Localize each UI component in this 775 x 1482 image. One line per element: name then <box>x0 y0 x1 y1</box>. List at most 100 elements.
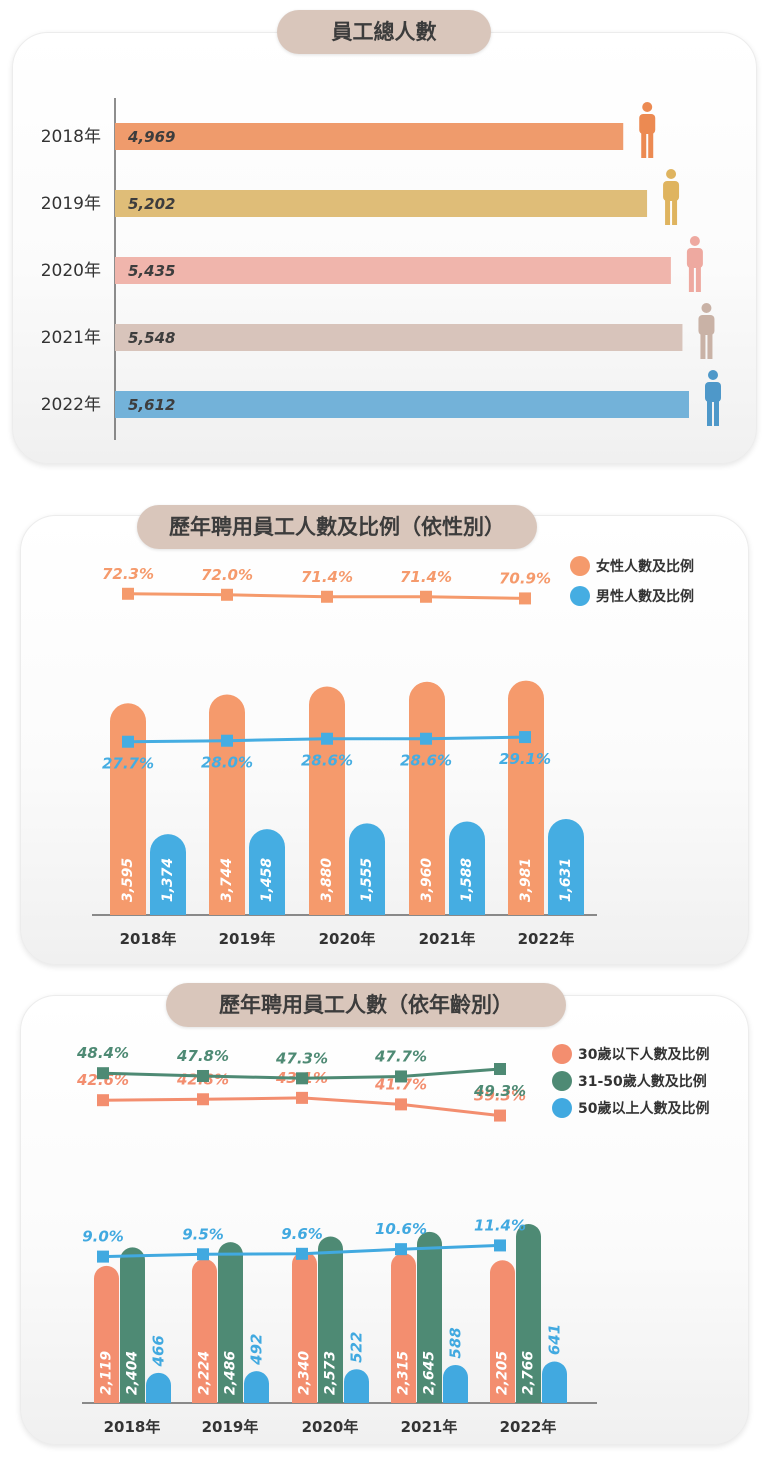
bar-value-label: 5,612 <box>128 396 175 414</box>
legend-label: 女性人數及比例 <box>596 558 694 575</box>
gender-chart-title: 歷年聘用員工人數及比例（依性別） <box>137 505 537 549</box>
age-31-50-bar <box>516 1224 541 1403</box>
total-bar <box>115 190 648 217</box>
total-employees-title: 員工總人數 <box>277 10 491 54</box>
female-bar <box>110 703 146 915</box>
x-tick-label: 2022年 <box>500 1418 557 1436</box>
ratio-label: 70.9% <box>499 569 551 587</box>
bar-value-label: 2,315 <box>396 1351 412 1396</box>
male-bar <box>150 834 186 915</box>
ratio-label: 42.6% <box>76 1071 129 1089</box>
age-chart-title: 歷年聘用員工人數（依年齡別） <box>166 983 566 1027</box>
ratio-label: 48.4% <box>76 1044 129 1062</box>
legend-marker <box>570 586 590 606</box>
year-label: 2021年 <box>41 328 101 348</box>
over-50-bar <box>443 1364 468 1403</box>
ratio-marker <box>321 732 333 745</box>
ratio-marker <box>296 1091 308 1104</box>
x-tick-label: 2018年 <box>104 1418 161 1436</box>
legend-marker <box>552 1071 572 1091</box>
over-50-bar <box>542 1361 567 1403</box>
bar-value-label: 3,981 <box>518 858 534 902</box>
legend-label: 30歲以下人數及比例 <box>578 1046 709 1063</box>
ratio-marker <box>420 732 432 745</box>
under-30-bar <box>490 1260 515 1403</box>
bar-value-label: 2,645 <box>422 1351 438 1396</box>
ratio-marker <box>221 588 233 601</box>
ratio-marker <box>296 1247 308 1260</box>
ratio-label: 39.3% <box>474 1087 526 1105</box>
bar-value-label: 492 <box>248 1334 266 1366</box>
bar-value-label: 4,969 <box>127 128 175 146</box>
x-tick-label: 2021年 <box>401 1418 458 1436</box>
ratio-marker <box>97 1094 109 1107</box>
bar-value-label: 2,340 <box>297 1351 313 1396</box>
male-bar <box>349 823 385 915</box>
x-tick-label: 2021年 <box>419 930 476 948</box>
bar-value-label: 3,595 <box>120 858 136 903</box>
ratio-marker <box>420 590 432 603</box>
female-bar <box>209 694 245 915</box>
bar-value-label: 588 <box>447 1327 465 1358</box>
ratio-marker <box>519 731 531 744</box>
ratio-marker <box>519 592 531 605</box>
ratio-label: 49.3% <box>473 1082 526 1100</box>
total-bar <box>115 123 624 150</box>
bar-value-label: 1,374 <box>160 858 176 902</box>
ratio-label: 27.7% <box>102 755 154 773</box>
bar-value-label: 5,548 <box>128 329 175 347</box>
ratio-marker <box>395 1243 407 1256</box>
total-employees-chart: 2018年 4,969 2019年 5,202 2020年 5,435 2021年 5,548… <box>41 98 721 440</box>
bar-value-label: 5,435 <box>128 262 175 280</box>
ratio-marker <box>494 1239 506 1252</box>
bar-value-label: 1,631 <box>558 858 574 902</box>
ratio-label: 41.7% <box>374 1075 427 1093</box>
female-bar <box>309 686 345 915</box>
bar-value-label: 3,960 <box>419 858 435 903</box>
male-bar <box>449 821 485 915</box>
person-icon <box>639 102 656 158</box>
year-label: 2018年 <box>41 127 101 147</box>
ratio-label: 71.4% <box>301 568 353 586</box>
legend-marker <box>570 556 590 576</box>
bar-value-label: 1,458 <box>259 858 275 903</box>
ratio-marker <box>494 1109 506 1122</box>
total-bar <box>115 257 671 284</box>
ratio-label: 10.6% <box>375 1220 427 1238</box>
age-31-50-bar <box>218 1242 243 1403</box>
ratio-label: 28.0% <box>201 754 253 772</box>
ratio-marker <box>395 1070 407 1083</box>
x-tick-label: 2022年 <box>518 930 575 948</box>
ratio-marker <box>97 1250 109 1263</box>
under-30-bar <box>192 1259 217 1403</box>
ratio-label: 47.8% <box>176 1047 229 1065</box>
bar-value-label: 5,202 <box>128 195 175 213</box>
ratio-label: 9.6% <box>281 1225 323 1243</box>
x-tick-label: 2019年 <box>219 930 276 948</box>
x-tick-label: 2018年 <box>120 930 177 948</box>
year-label: 2022年 <box>41 395 101 415</box>
legend-label: 男性人數及比例 <box>596 588 694 605</box>
age-31-50-bar <box>318 1236 343 1403</box>
bar-value-label: 522 <box>348 1332 366 1363</box>
ratio-marker <box>122 587 134 600</box>
bar-value-label: 2,404 <box>125 1351 141 1395</box>
under-30-bar <box>391 1253 416 1403</box>
ratio-label: 28.6% <box>400 752 452 770</box>
age-31-50-bar <box>417 1231 442 1403</box>
person-icon <box>704 370 721 426</box>
bar-value-label: 2,119 <box>99 1351 115 1396</box>
ratio-label: 9.5% <box>182 1225 224 1243</box>
ratio-marker <box>494 1063 506 1076</box>
ratio-label: 47.3% <box>275 1049 328 1067</box>
under-30-bar <box>292 1251 317 1403</box>
bar-value-label: 641 <box>546 1324 564 1355</box>
person-icon <box>686 236 703 292</box>
ratio-marker <box>97 1067 109 1080</box>
ratio-marker <box>395 1098 407 1111</box>
bar-value-label: 2,486 <box>223 1351 239 1396</box>
ratio-marker <box>197 1248 209 1261</box>
bar-value-label: 2,224 <box>197 1351 213 1395</box>
x-tick-label: 2020年 <box>302 1418 359 1436</box>
bar-value-label: 3,880 <box>319 858 335 903</box>
